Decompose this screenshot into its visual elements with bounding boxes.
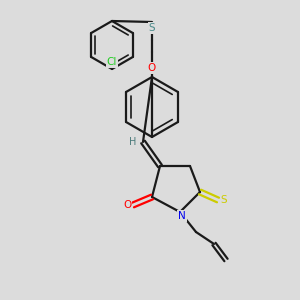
- Text: Cl: Cl: [107, 57, 117, 67]
- Text: N: N: [178, 211, 186, 221]
- Text: S: S: [149, 23, 155, 33]
- Text: O: O: [123, 200, 131, 210]
- Text: S: S: [221, 195, 227, 205]
- Text: O: O: [148, 63, 156, 73]
- Text: H: H: [129, 137, 137, 147]
